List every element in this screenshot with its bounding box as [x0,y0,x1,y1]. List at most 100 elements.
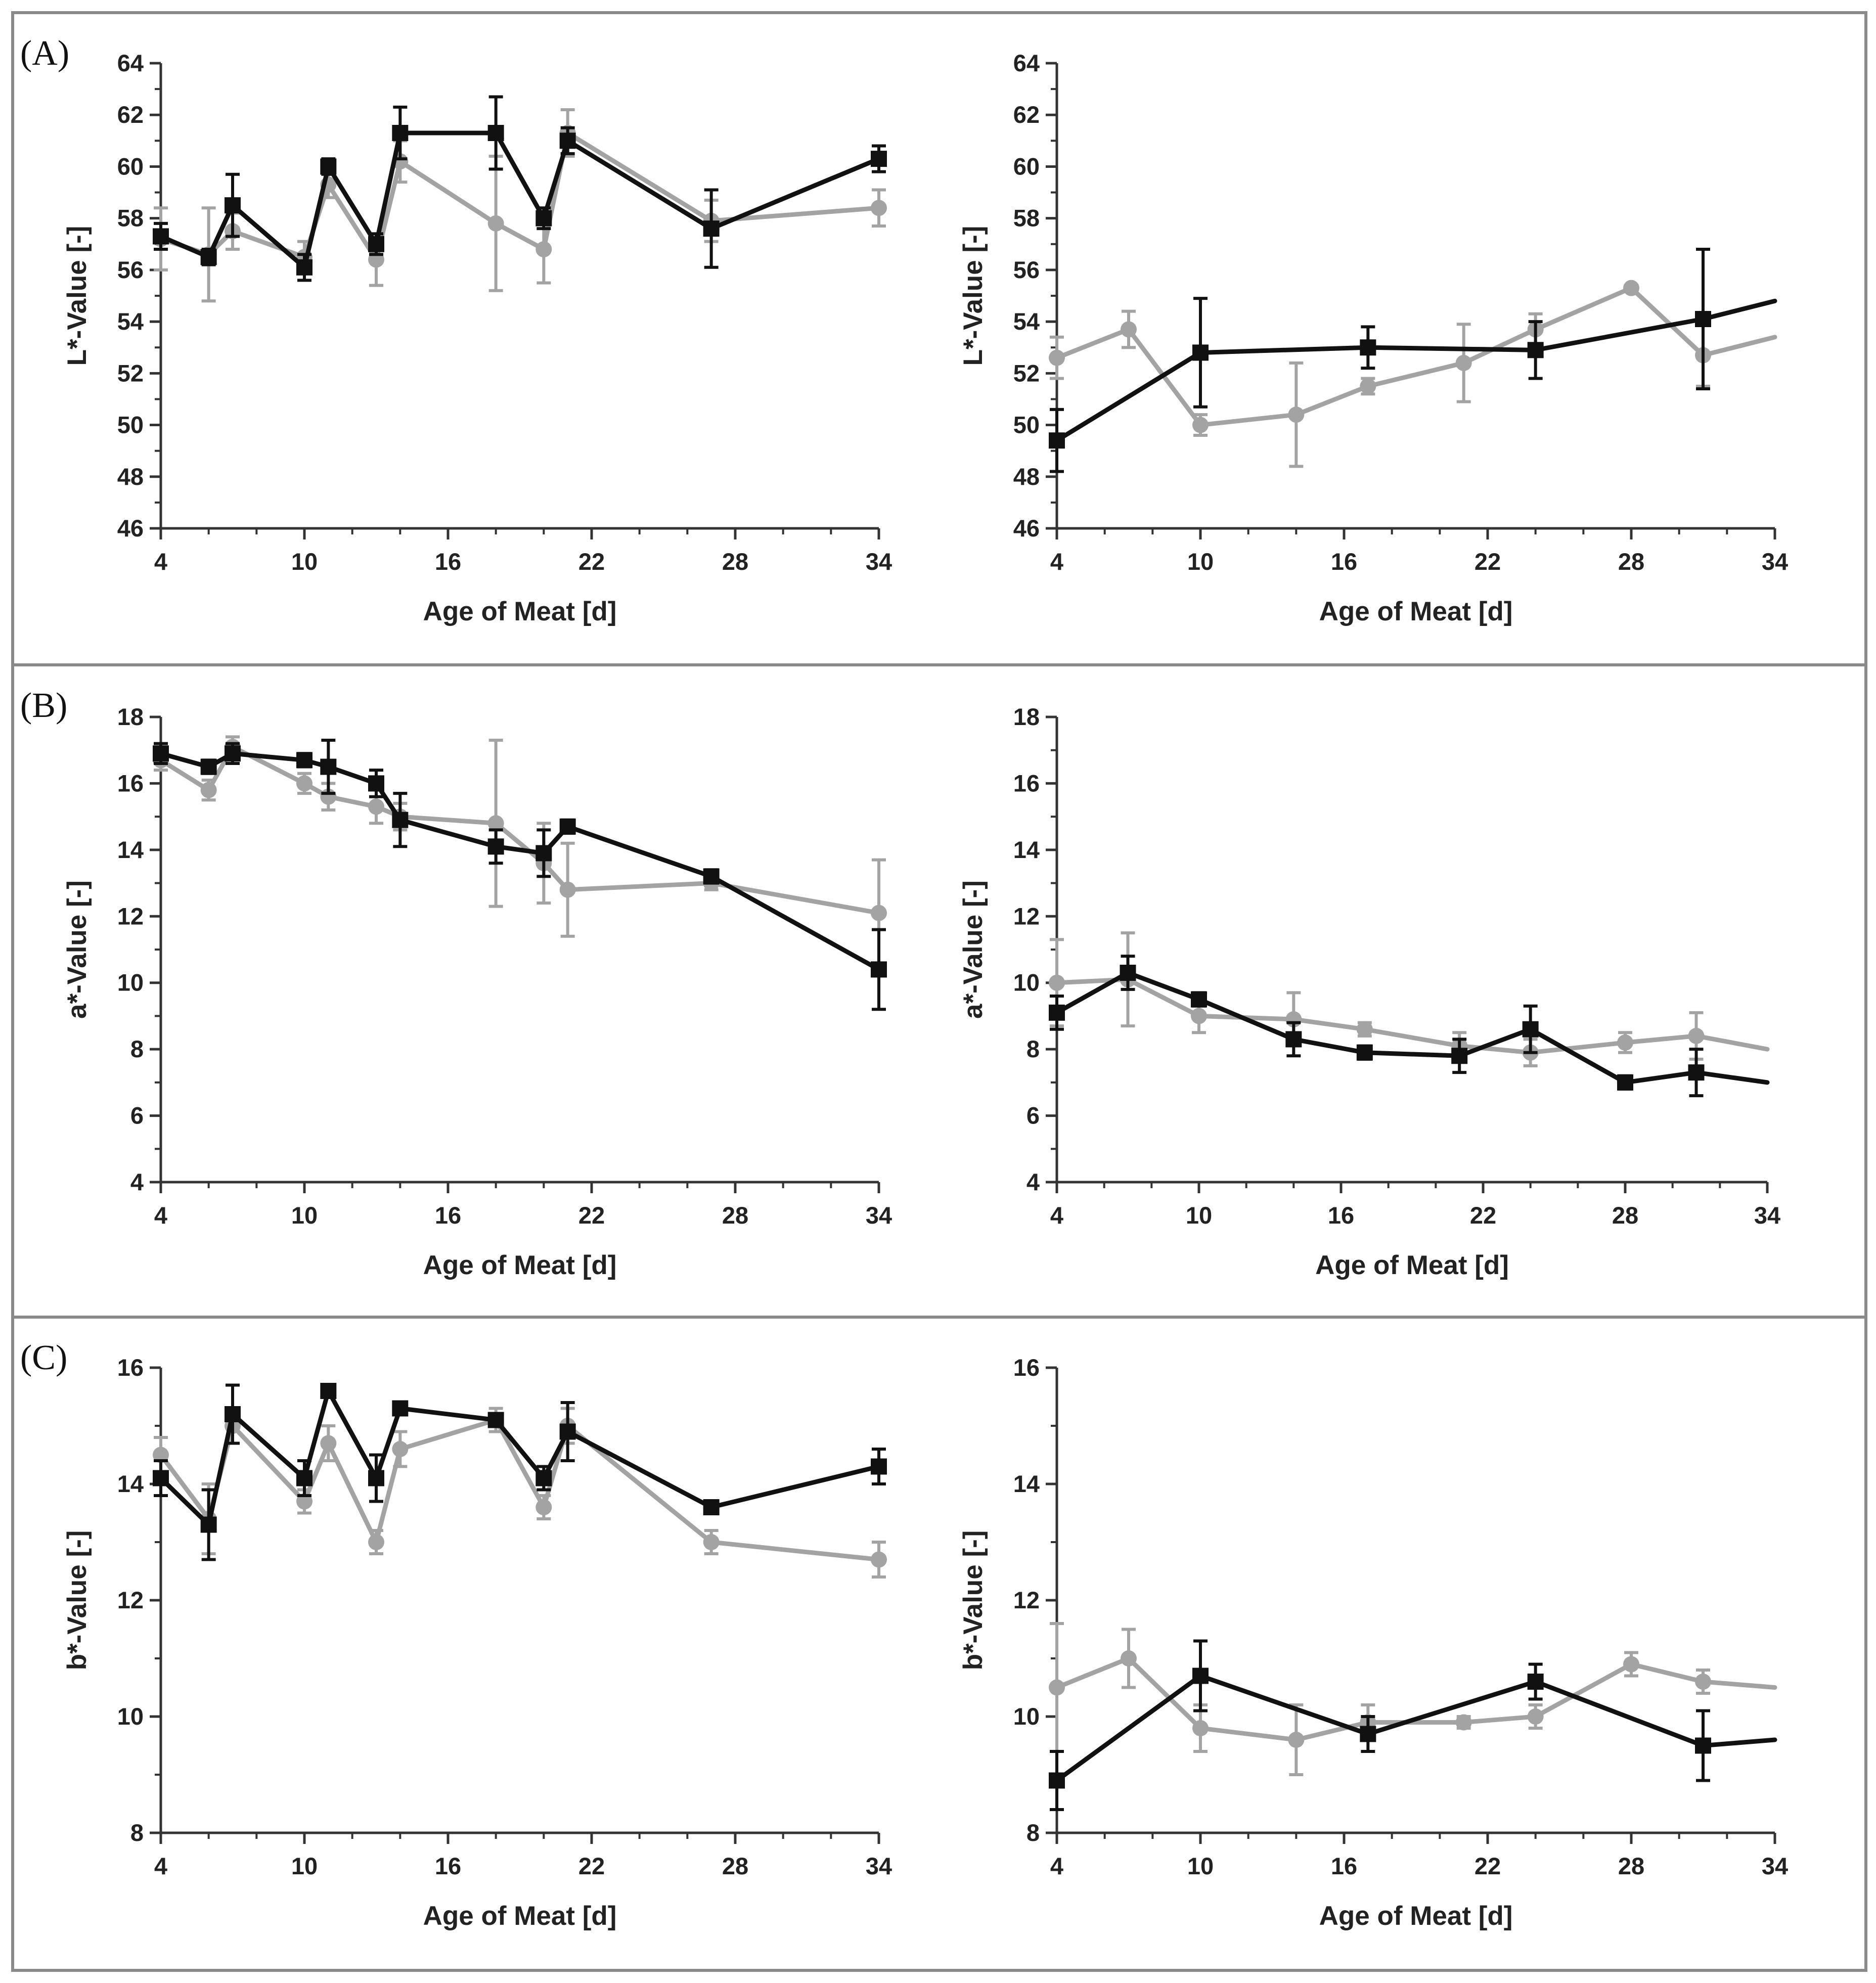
chart-3-point-gray [1688,1027,1705,1044]
chart-2-ytick-label: 10 [117,969,144,996]
chart-2-xtick-label: 28 [722,1202,748,1229]
chart-1-ytick-label: 54 [1013,308,1040,335]
chart-1-xtick-label: 34 [1762,548,1788,575]
chart-2-point-black [225,745,241,762]
chart-2-point-gray [200,782,217,798]
chart-1-point-black [1695,311,1711,327]
chart-3-xtick-label: 10 [1186,1202,1212,1229]
chart-4-point-gray [368,1534,384,1550]
chart-5-point-gray [1121,1650,1137,1666]
chart-0-ytick-label: 52 [117,359,144,386]
chart-0-ytick-label: 46 [117,515,144,542]
chart-3-ytick-label: 12 [1013,903,1040,929]
chart-0-xtick-label: 10 [291,548,318,575]
chart-c-left: 8 10 12 14 16 4 10 16 22 28 34 Age of Meat [d] b*-Va… [62,1354,892,1931]
chart-2-point-black [703,868,720,885]
chart-4-point-gray [871,1551,887,1568]
chart-0-point-gray [535,241,552,257]
chart-2-xtick-label: 34 [866,1202,892,1229]
chart-3-xtick-label: 28 [1612,1202,1638,1229]
chart-1-xtick-label: 28 [1618,548,1644,575]
chart-1-point-black [1360,339,1376,356]
chart-2-point-black [320,758,337,775]
chart-0-point-black [871,151,887,167]
chart-5-point-gray [1192,1720,1209,1736]
chart-5-ytick-label: 12 [1013,1587,1040,1613]
chart-1-ytick-label: 50 [1013,412,1040,438]
chart-0-xtick-label: 34 [866,548,892,575]
chart-5-point-gray [1288,1732,1305,1748]
chart-2-xtick-label: 16 [435,1202,461,1229]
chart-2-ytick-label: 18 [117,703,144,730]
chart-c-right: 8 10 12 14 16 4 10 16 22 28 34 Age of Meat [d] b*-Va… [958,1354,1788,1931]
chart-1-ytick-label: 48 [1013,463,1040,490]
chart-1-ytick-label: 56 [1013,256,1040,283]
panel-label-c: (C) [20,1338,67,1377]
chart-2-y-title: a*-Value [-] [62,880,92,1019]
chart-4-point-black [153,1470,169,1486]
chart-2-point-black [200,758,217,775]
chart-a-right: 46 48 50 52 54 56 58 60 62 64 4 10 16 22 28 34 Age of Me… [958,50,1788,626]
chart-1-xtick-label: 4 [1050,548,1063,575]
chart-1-point-gray [1360,378,1376,394]
chart-4-point-gray [392,1441,409,1457]
chart-4-line-black [158,1388,881,1527]
chart-2-point-gray [296,775,312,792]
chart-4-point-black [392,1400,409,1417]
chart-2-point-black [487,838,504,855]
chart-5-series-gray [1049,1622,1777,1776]
chart-2-point-gray [368,798,384,815]
chart-5-xtick-label: 22 [1475,1853,1501,1879]
chart-1-ytick-label: 60 [1013,153,1040,179]
chart-3-point-black [1049,1004,1065,1021]
chart-1-point-gray [1623,280,1639,296]
chart-5-xtick-label: 34 [1762,1853,1788,1879]
chart-1-xtick-label: 16 [1331,548,1357,575]
panel-label-b: (B) [20,686,67,725]
chart-5-x-title: Age of Meat [d] [1319,1901,1513,1931]
chart-3-point-black [1120,965,1136,981]
chart-0-point-black [392,125,409,141]
chart-3-point-black [1356,1044,1373,1061]
chart-4-ytick-label: 14 [117,1470,144,1497]
chart-3-ytick-label: 8 [1026,1035,1040,1062]
chart-0-point-black [225,197,241,214]
chart-5-point-gray [1623,1656,1639,1673]
chart-2-point-black [559,818,576,835]
chart-2-xtick-label: 10 [291,1202,318,1229]
chart-4-xtick-label: 10 [291,1853,318,1879]
chart-5-ytick-label: 10 [1013,1703,1040,1730]
chart-2-point-black [296,752,312,769]
chart-0-point-black [368,236,384,252]
chart-3-ytick-label: 18 [1013,703,1040,730]
chart-5-point-black [1695,1737,1711,1754]
chart-2-series-black [153,739,887,1011]
chart-0-ytick-label: 56 [117,256,144,283]
chart-1-ytick-label: 64 [1013,50,1040,76]
chart-2-ytick-label: 12 [117,903,144,929]
chart-1-xtick-label: 10 [1187,548,1214,575]
chart-4-y-title: b*-Value [-] [62,1530,92,1671]
chart-a-left: 46 48 50 52 54 56 58 60 62 64 4 10 16 22 28 34 Age of Me… [62,50,892,626]
chart-1-point-gray [1192,417,1209,433]
chart-3-point-black [1285,1031,1302,1048]
chart-4-point-black [487,1412,504,1428]
chart-3-point-gray [1049,974,1065,991]
chart-0-ytick-label: 58 [117,205,144,232]
chart-0-xtick-label: 28 [722,548,748,575]
panel-c-frame [11,1316,1867,1972]
chart-0-point-gray [487,215,504,232]
chart-0-xtick-label: 4 [154,548,167,575]
chart-5-ytick-label: 14 [1013,1470,1040,1497]
chart-4-point-black [320,1383,337,1399]
chart-3-point-black [1191,991,1207,1008]
chart-5-xtick-label: 28 [1618,1853,1644,1879]
chart-3-xtick-label: 4 [1050,1202,1063,1229]
chart-4-ytick-label: 8 [130,1819,144,1846]
chart-0-point-black [320,158,337,175]
chart-5-line-gray [1054,1656,1777,1742]
chart-3-point-black [1617,1074,1633,1091]
chart-0-point-black [153,228,169,245]
chart-3-ytick-label: 16 [1013,770,1040,796]
chart-4-xtick-label: 28 [722,1853,748,1879]
